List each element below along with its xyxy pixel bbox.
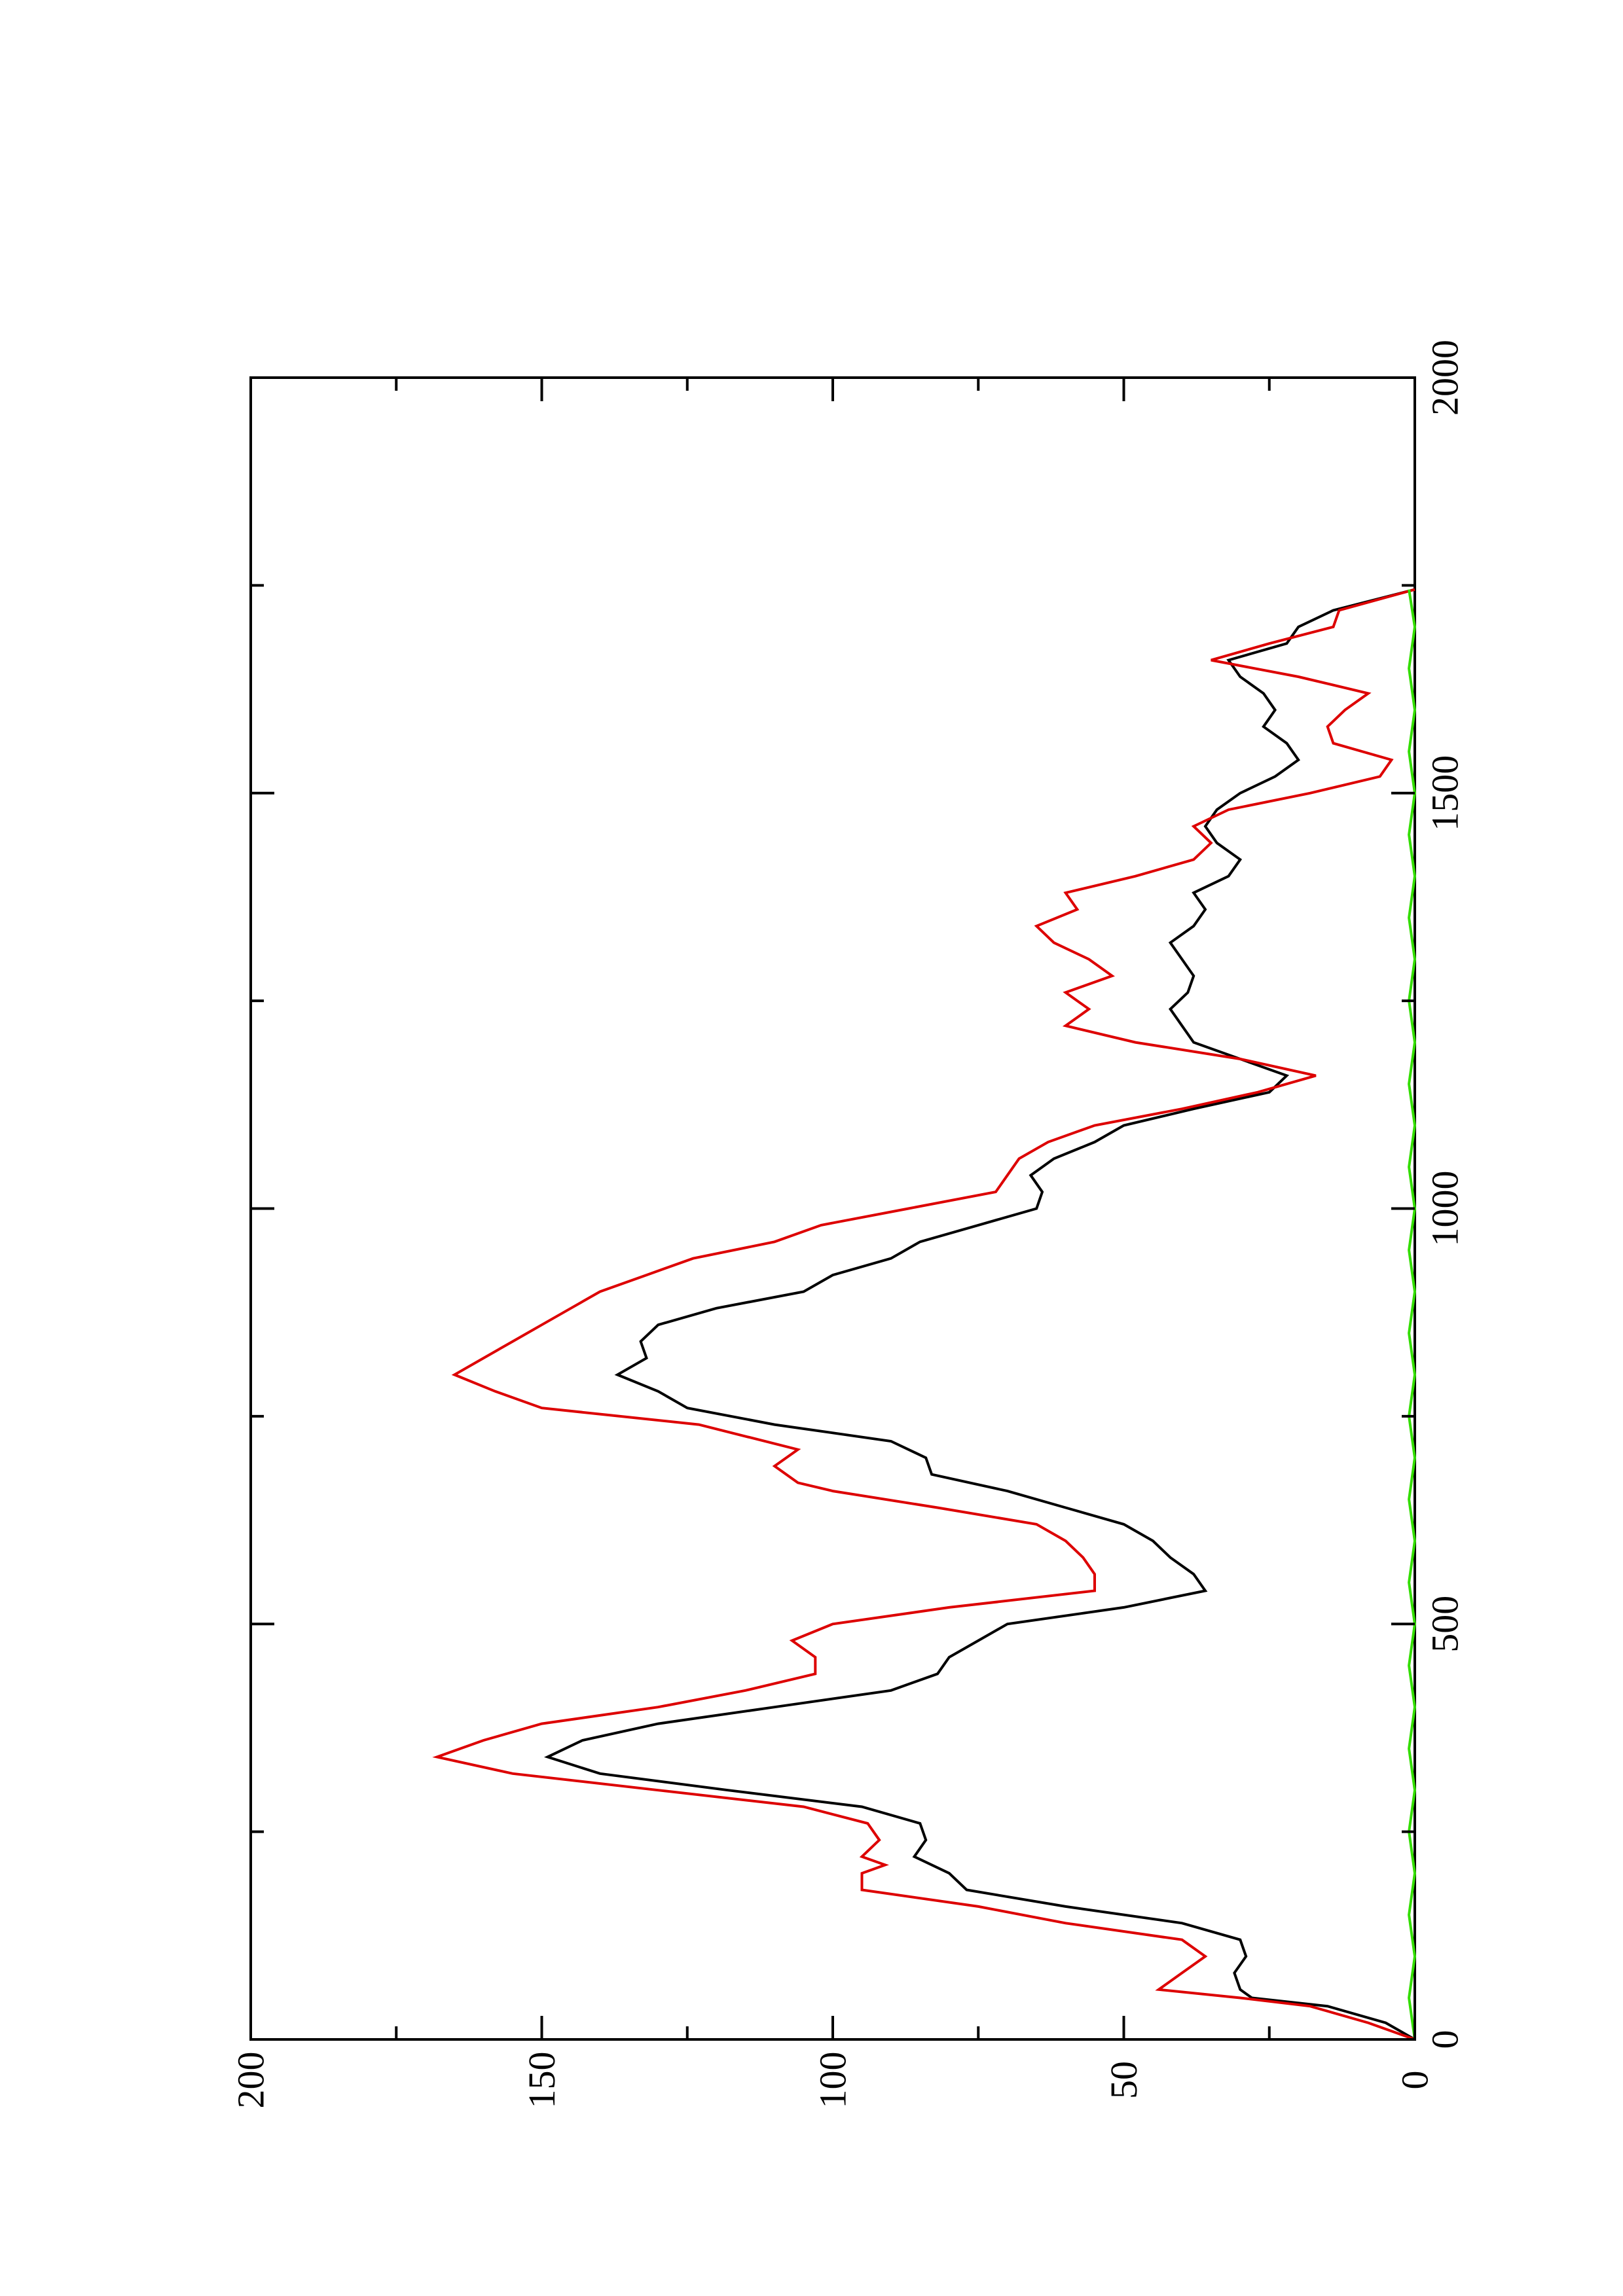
plot-frame [249, 376, 1416, 2041]
y-tick-label: 150 [520, 2052, 563, 2109]
series-line-1 [543, 588, 1415, 2041]
series-line-2 [432, 588, 1415, 2041]
y-tick-label: 0 [1394, 2071, 1436, 2090]
series-layer [432, 588, 1417, 2041]
x-tick-label: 500 [1424, 1596, 1467, 1653]
series-line-3 [1408, 589, 1417, 2040]
y-tick-label: 200 [230, 2052, 272, 2109]
y-tick-label: 50 [1103, 2061, 1145, 2099]
x-tick-label: 1000 [1424, 1171, 1467, 1247]
tick-layer [249, 376, 1416, 2041]
x-tick-label: 1500 [1424, 755, 1467, 831]
x-tick-label: 0 [1424, 2030, 1467, 2049]
x-tick-label: 2000 [1424, 340, 1467, 416]
y-tick-label: 100 [812, 2052, 854, 2109]
tick-label-layer: 0 500 1000 1500 2000 0 50 100 150 200 [230, 340, 1467, 2109]
